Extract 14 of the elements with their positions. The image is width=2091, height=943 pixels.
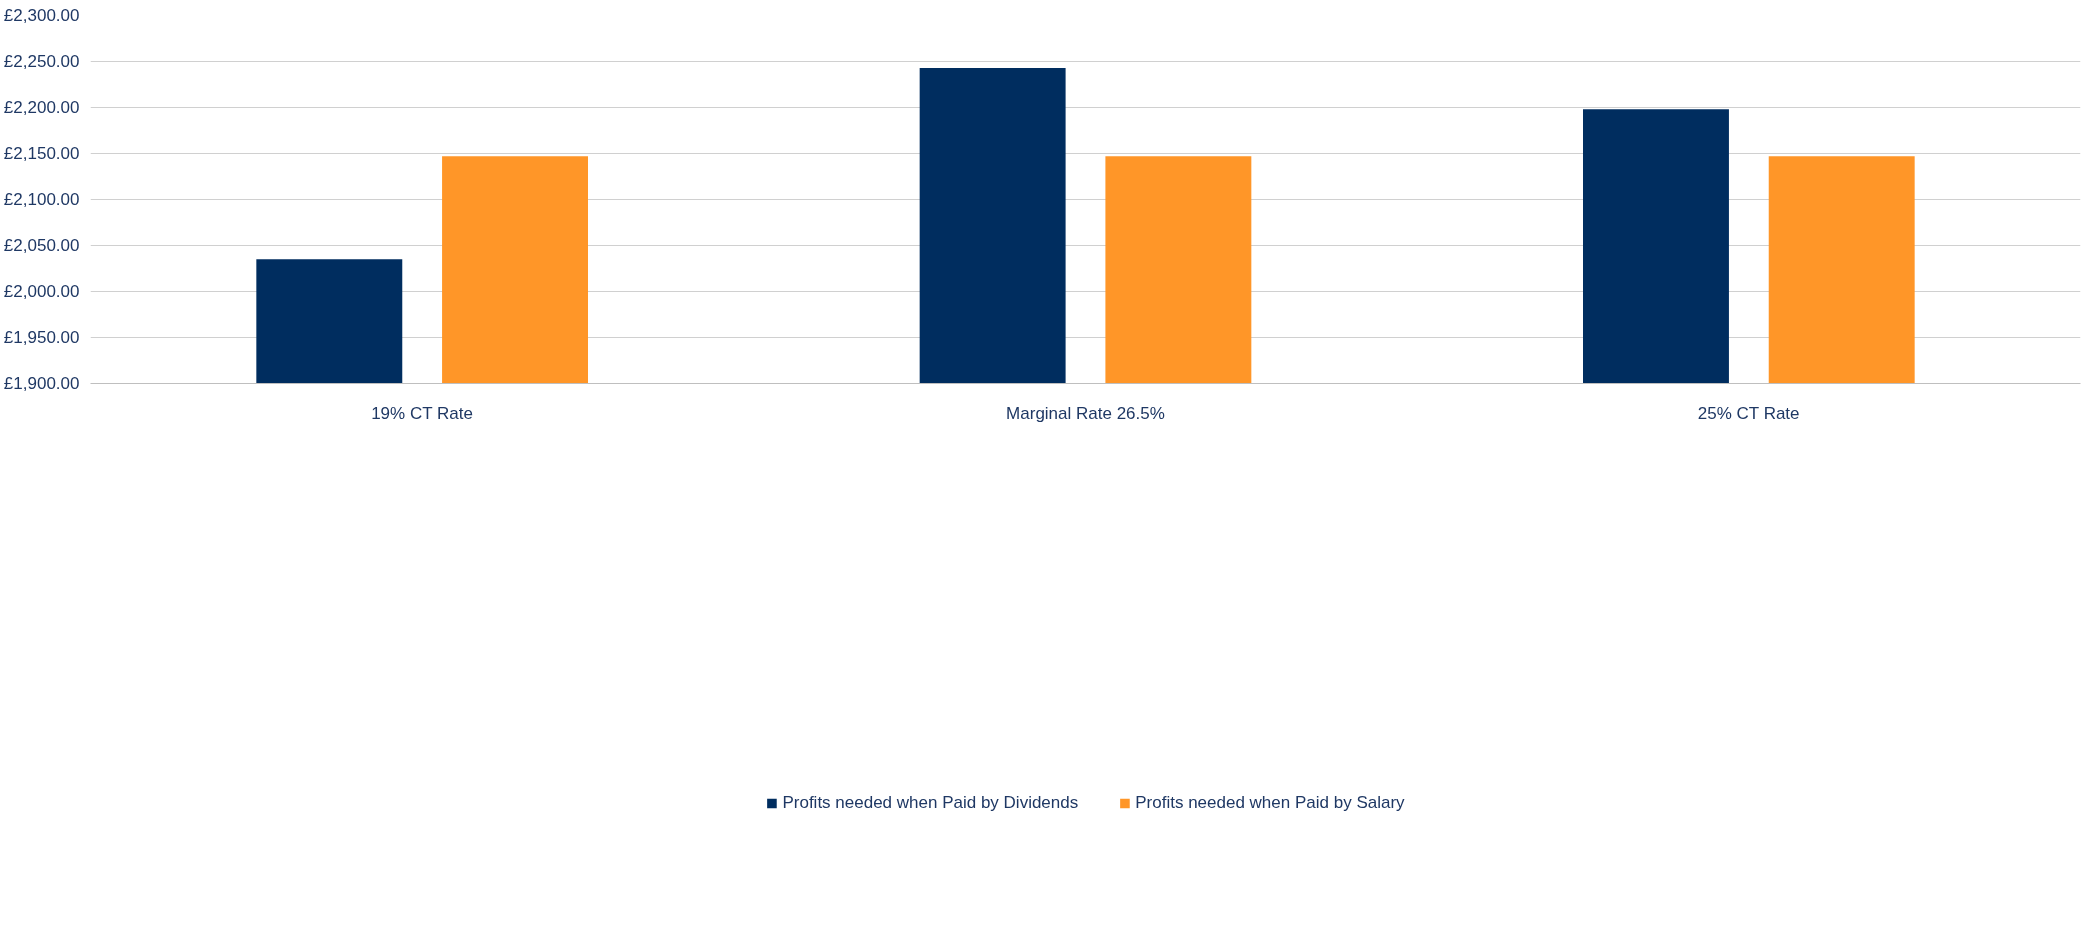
- legend-label: Profits needed when Paid by Dividends: [782, 792, 1079, 813]
- y-tick-label: £2,000.00: [3, 282, 80, 301]
- y-tick-label: £2,050.00: [3, 236, 80, 255]
- x-tick-label: 25% CT Rate: [1697, 403, 1800, 423]
- legend-label: Profits needed when Paid by Salary: [1135, 792, 1405, 813]
- y-tick-label: £2,100.00: [3, 190, 80, 209]
- x-tick-label: 19% CT Rate: [371, 403, 473, 423]
- y-tick-label: £2,300.00: [3, 6, 80, 25]
- y-tick-label: £2,200.00: [3, 98, 80, 117]
- x-tick-label: Marginal Rate 26.5%: [1006, 403, 1165, 423]
- y-tick-label: £1,900.00: [3, 374, 80, 393]
- y-tick-label: £2,250.00: [3, 52, 80, 71]
- y-tick-label: £1,950.00: [3, 328, 80, 347]
- y-tick-label: £2,150.00: [3, 144, 80, 163]
